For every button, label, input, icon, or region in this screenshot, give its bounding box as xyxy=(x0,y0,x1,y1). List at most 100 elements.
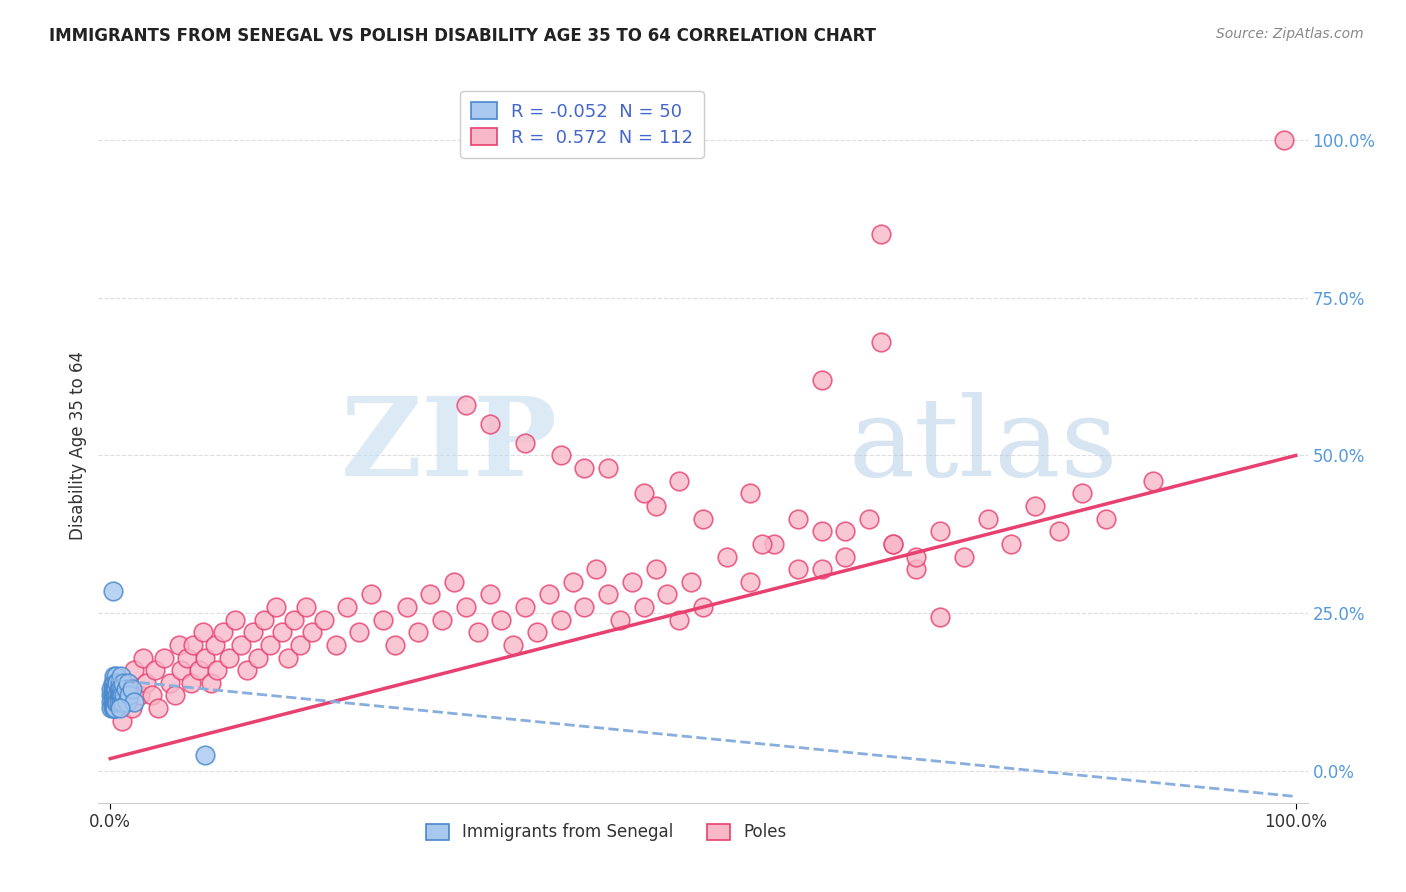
Text: atlas: atlas xyxy=(848,392,1118,500)
Point xyxy=(118,689,141,703)
Point xyxy=(135,675,157,690)
Point xyxy=(205,663,228,677)
Point xyxy=(112,695,135,709)
Point xyxy=(103,675,125,690)
Point xyxy=(103,695,125,709)
Point xyxy=(301,625,323,640)
Point xyxy=(105,675,128,690)
Point xyxy=(111,714,134,728)
Point xyxy=(212,625,235,640)
Point xyxy=(668,613,690,627)
Point xyxy=(103,682,125,697)
Point xyxy=(277,650,299,665)
Point xyxy=(574,600,596,615)
Point xyxy=(204,638,226,652)
Point xyxy=(100,689,122,703)
Point xyxy=(1095,511,1118,525)
Point xyxy=(1024,499,1046,513)
Point xyxy=(105,682,128,697)
Point xyxy=(692,511,714,525)
Legend: Immigrants from Senegal, Poles: Immigrants from Senegal, Poles xyxy=(419,817,793,848)
Point xyxy=(105,669,128,683)
Point xyxy=(105,695,128,709)
Point xyxy=(491,613,513,627)
Point xyxy=(550,449,572,463)
Text: ZIP: ZIP xyxy=(342,392,558,500)
Point xyxy=(176,650,198,665)
Point xyxy=(110,669,132,683)
Point xyxy=(200,675,222,690)
Point xyxy=(395,600,418,615)
Point xyxy=(107,695,129,709)
Point xyxy=(360,587,382,601)
Point xyxy=(478,417,501,431)
Point xyxy=(454,398,477,412)
Point xyxy=(110,695,132,709)
Point xyxy=(283,613,305,627)
Point xyxy=(1000,537,1022,551)
Point xyxy=(644,499,666,513)
Point xyxy=(763,537,786,551)
Point xyxy=(117,675,139,690)
Point xyxy=(325,638,347,652)
Point xyxy=(105,689,128,703)
Point xyxy=(105,675,128,690)
Point xyxy=(585,562,607,576)
Point xyxy=(620,574,643,589)
Point xyxy=(502,638,524,652)
Point xyxy=(121,701,143,715)
Point xyxy=(181,638,204,652)
Point xyxy=(101,689,124,703)
Point xyxy=(115,695,138,709)
Point xyxy=(598,587,620,601)
Point xyxy=(905,562,928,576)
Point xyxy=(103,689,125,703)
Point xyxy=(905,549,928,564)
Point xyxy=(526,625,548,640)
Point xyxy=(1272,133,1295,147)
Point xyxy=(108,682,131,697)
Point xyxy=(188,663,211,677)
Text: Source: ZipAtlas.com: Source: ZipAtlas.com xyxy=(1216,27,1364,41)
Point xyxy=(218,650,240,665)
Point xyxy=(810,562,832,576)
Point xyxy=(108,689,131,703)
Point xyxy=(644,562,666,576)
Point xyxy=(194,748,217,763)
Point xyxy=(1071,486,1094,500)
Point xyxy=(264,600,287,615)
Point xyxy=(271,625,294,640)
Point xyxy=(550,613,572,627)
Point xyxy=(100,695,122,709)
Point xyxy=(132,650,155,665)
Point xyxy=(107,689,129,703)
Point xyxy=(454,600,477,615)
Point xyxy=(101,675,124,690)
Point xyxy=(716,549,738,564)
Point xyxy=(100,682,122,697)
Point xyxy=(242,625,264,640)
Point xyxy=(336,600,359,615)
Point xyxy=(121,682,143,697)
Point xyxy=(834,549,856,564)
Point xyxy=(869,227,891,242)
Point xyxy=(108,675,131,690)
Point xyxy=(105,695,128,709)
Point xyxy=(112,675,135,690)
Point xyxy=(1047,524,1070,539)
Point xyxy=(312,613,335,627)
Point xyxy=(976,511,998,525)
Point xyxy=(114,689,136,703)
Point xyxy=(107,682,129,697)
Point xyxy=(103,669,125,683)
Point xyxy=(101,701,124,715)
Point xyxy=(408,625,430,640)
Point xyxy=(110,689,132,703)
Point xyxy=(347,625,370,640)
Point xyxy=(609,613,631,627)
Point xyxy=(224,613,246,627)
Point xyxy=(194,650,217,665)
Point xyxy=(740,574,762,589)
Point xyxy=(786,511,808,525)
Point xyxy=(122,695,145,709)
